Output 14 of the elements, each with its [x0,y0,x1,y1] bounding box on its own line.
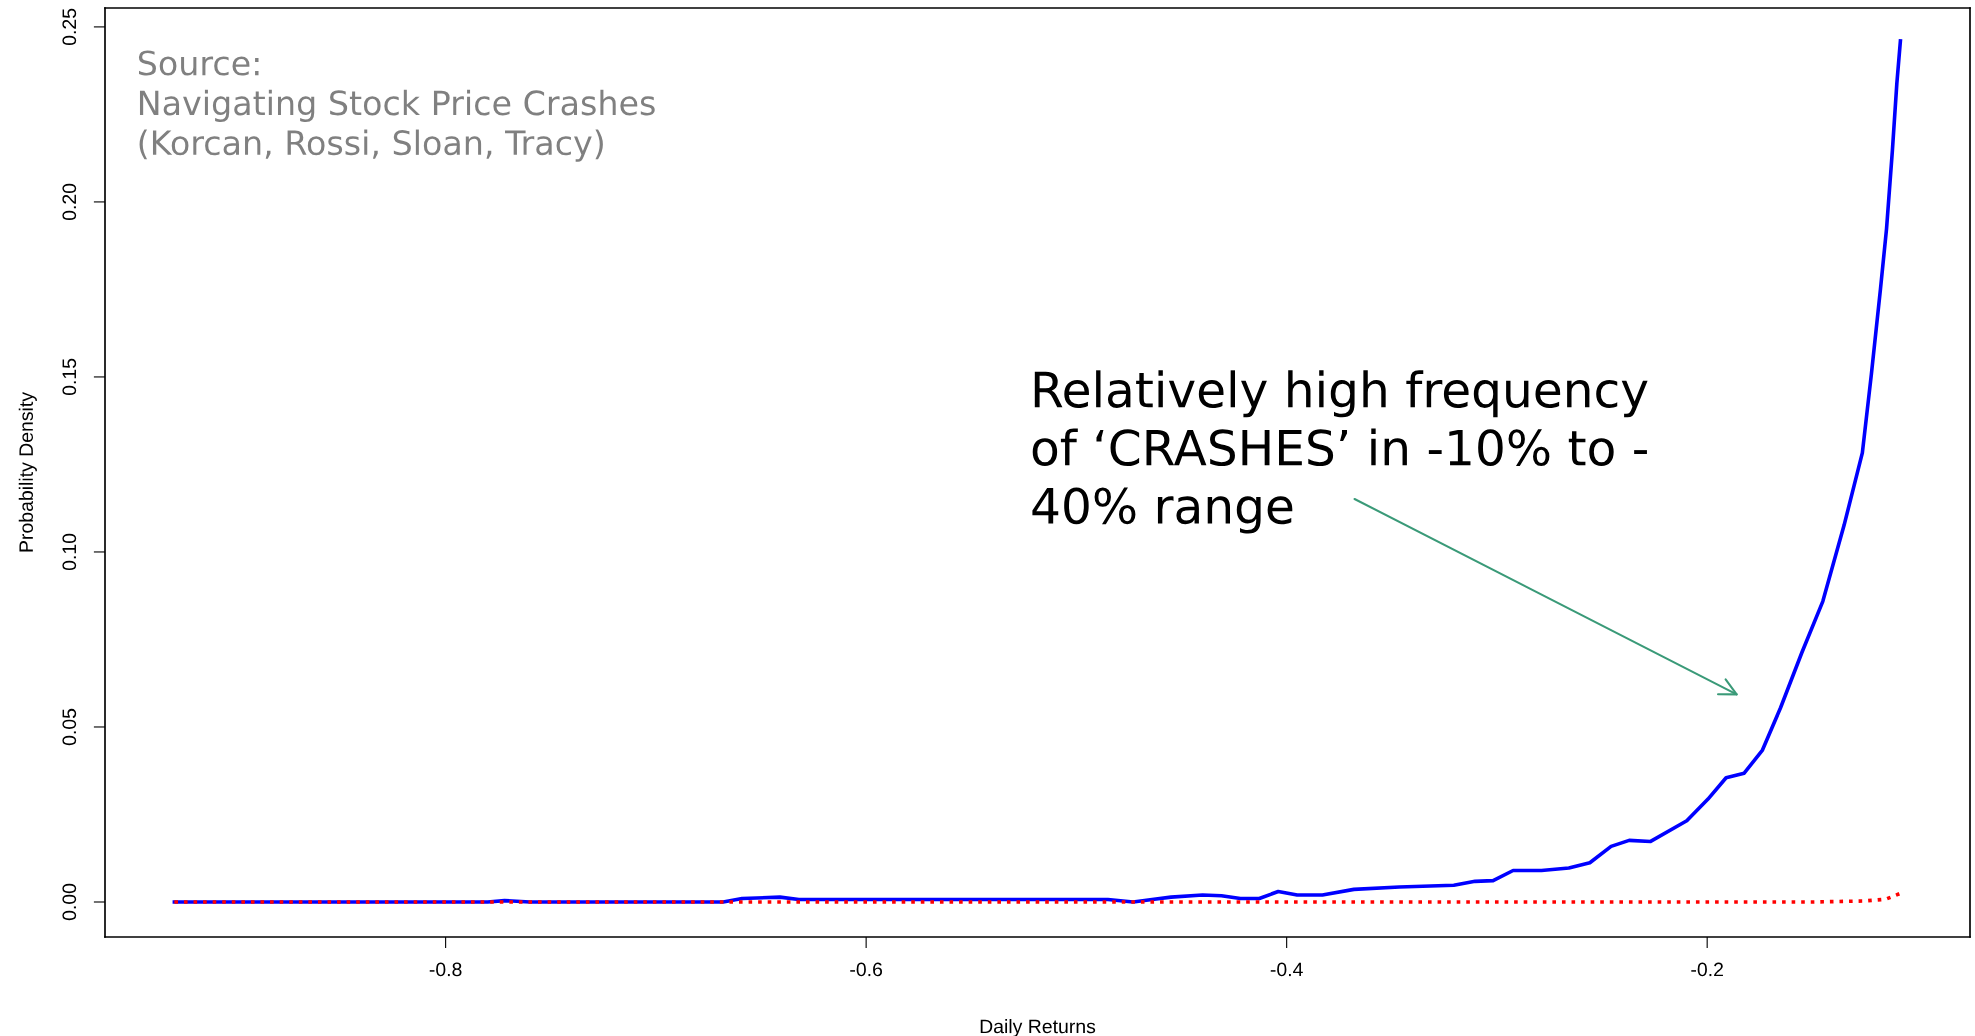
annotation: Source: Navigating Stock Price Crashes (Korcan, Rossi, Sloan, Tracy) [138,50,655,162]
y-tick-label: 0.05 [62,708,77,746]
x-tick-label: -0.6 [850,962,883,977]
annotation: Relatively high frequency of ‘CRASHES’ in -10% to - 40% range [1032,370,1648,534]
x-tick-label: -0.8 [429,962,462,977]
x-tick-label: -0.4 [1270,962,1303,977]
y-axis-title: Probability Density [18,392,37,552]
line-series [172,891,1903,904]
y-tick-label: 0.15 [62,358,77,396]
x-tick-label: -0.2 [1691,962,1723,977]
y-tick-label: 0.20 [62,183,77,221]
y-tick-label: 0.00 [62,883,77,921]
y-tick-label: 0.10 [62,533,77,571]
y-tick-label: 0.25 [62,8,77,46]
